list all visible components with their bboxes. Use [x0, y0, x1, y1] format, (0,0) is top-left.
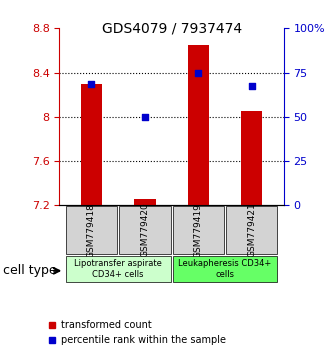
- Legend: transformed count, percentile rank within the sample: transformed count, percentile rank withi…: [45, 316, 230, 349]
- Bar: [134, 199, 155, 205]
- FancyBboxPatch shape: [173, 256, 278, 282]
- Text: Lipotransfer aspirate
CD34+ cells: Lipotransfer aspirate CD34+ cells: [74, 259, 162, 279]
- Text: GSM779418: GSM779418: [87, 202, 96, 258]
- Point: [249, 83, 254, 89]
- Text: GSM779419: GSM779419: [194, 202, 203, 258]
- Bar: [81, 84, 102, 205]
- Bar: [188, 45, 209, 205]
- Point: [142, 114, 148, 120]
- Text: Leukapheresis CD34+
cells: Leukapheresis CD34+ cells: [179, 259, 272, 279]
- Bar: [241, 111, 262, 205]
- FancyBboxPatch shape: [119, 206, 171, 254]
- Text: cell type: cell type: [3, 264, 57, 277]
- FancyBboxPatch shape: [226, 206, 278, 254]
- Text: GSM779421: GSM779421: [247, 203, 256, 257]
- FancyBboxPatch shape: [66, 256, 171, 282]
- Text: GDS4079 / 7937474: GDS4079 / 7937474: [102, 21, 242, 35]
- FancyBboxPatch shape: [66, 206, 117, 254]
- Text: GSM779420: GSM779420: [140, 203, 149, 257]
- FancyBboxPatch shape: [173, 206, 224, 254]
- Point: [196, 70, 201, 75]
- Point: [89, 81, 94, 86]
